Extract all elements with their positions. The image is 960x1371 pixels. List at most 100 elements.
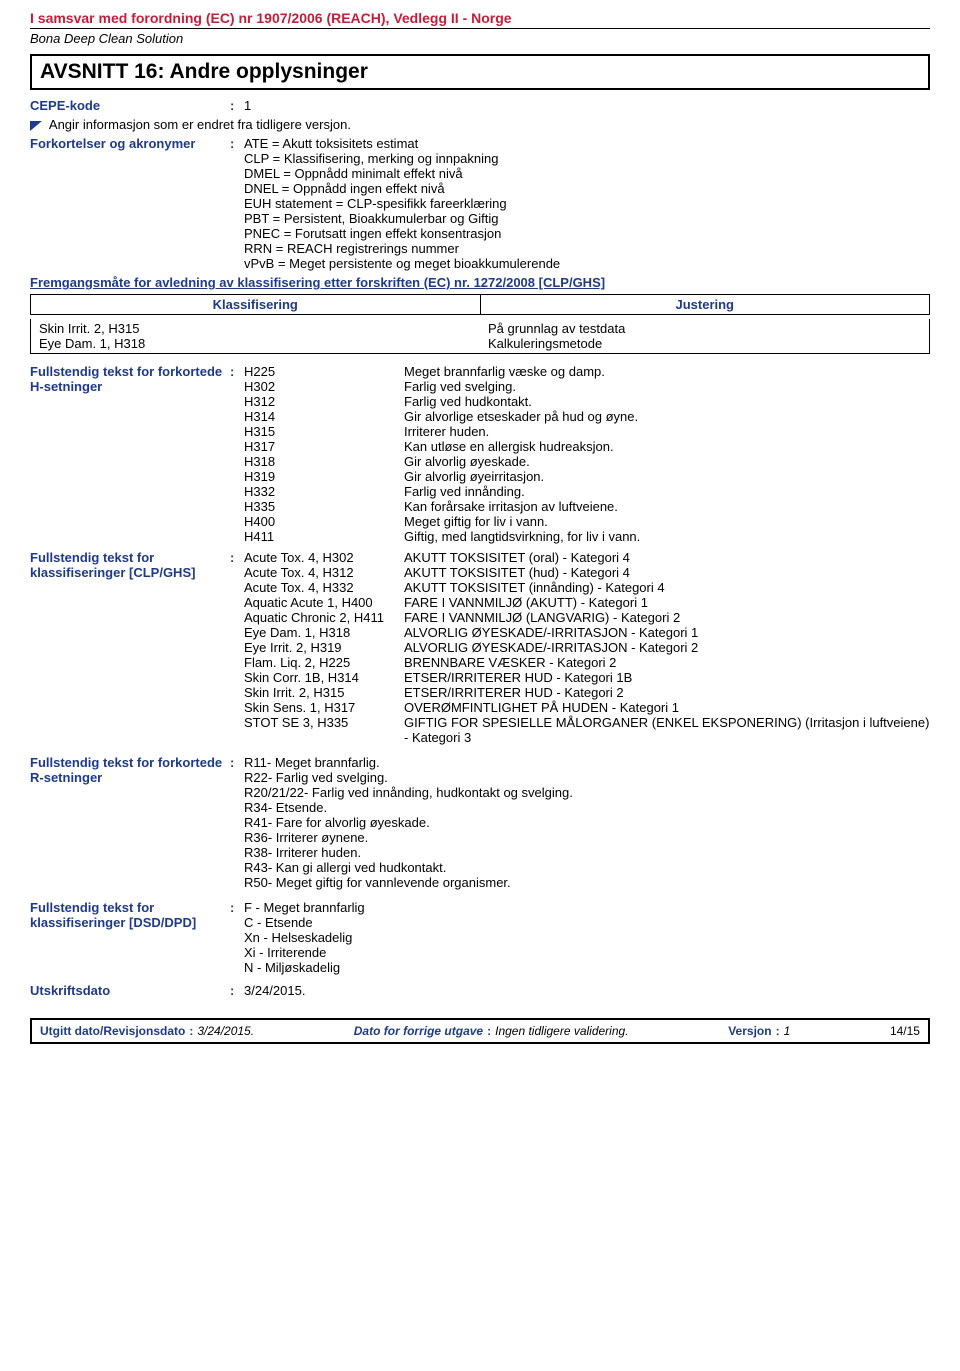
r-line: R38- Irriterer huden. [244,845,930,860]
r-line: R20/21/22- Farlig ved innånding, hudkont… [244,785,930,800]
footer-issued-value: 3/24/2015. [197,1024,254,1038]
clp-line: Acute Tox. 4, H332AKUTT TOKSISITET (innå… [244,580,930,595]
footer-colon: : [776,1024,780,1038]
clp-code: Eye Dam. 1, H318 [244,625,404,640]
clp-line: Skin Irrit. 2, H315ETSER/IRRITERER HUD -… [244,685,930,700]
acronym-line: PBT = Persistent, Bioakkumulerbar og Gif… [244,211,930,226]
r-line: R50- Meget giftig for vannlevende organi… [244,875,930,890]
h-line: H314Gir alvorlige etseskader på hud og ø… [244,409,930,424]
classification-right: På grunnlag av testdata Kalkuleringsmeto… [480,321,929,351]
hphrases-label: Fullstendig tekst for forkortede H-setni… [30,364,230,394]
h-desc: Irriterer huden. [404,424,930,439]
h-code: H302 [244,379,404,394]
h-desc: Giftig, med langtidsvirkning, for liv i … [404,529,930,544]
footer-prev-label: Dato for forrige utgave [354,1024,483,1038]
h-code: H319 [244,469,404,484]
clp-desc: GIFTIG FOR SPESIELLE MÅLORGANER (ENKEL E… [404,715,930,745]
footer-version: Versjon : 1 [728,1024,790,1038]
h-desc: Gir alvorlige etseskader på hud og øyne. [404,409,930,424]
acronyms-label: Forkortelser og akronymer [30,136,230,151]
flag-icon [30,121,42,131]
printdate-label: Utskriftsdato [30,983,230,998]
clpghs-label: Fullstendig tekst for klassifiseringer [… [30,550,230,580]
h-code: H225 [244,364,404,379]
h-desc: Farlig ved innånding. [404,484,930,499]
h-line: H317Kan utløse en allergisk hudreaksjon. [244,439,930,454]
hphrases-colon: : [230,364,244,379]
footer-page: 14/15 [890,1024,920,1038]
clp-desc: ALVORLIG ØYESKADE/-IRRITASJON - Kategori… [404,640,930,655]
clp-line: Eye Irrit. 2, H319ALVORLIG ØYESKADE/-IRR… [244,640,930,655]
cepe-row: CEPE-kode : 1 [30,98,930,113]
r-line: R36- Irriterer øynene. [244,830,930,845]
h-desc: Meget brannfarlig væske og damp. [404,364,930,379]
acronyms-colon: : [230,136,244,151]
h-desc: Kan forårsake irritasjon av luftveiene. [404,499,930,514]
footer-colon: : [189,1024,193,1038]
clp-code: Aquatic Chronic 2, H411 [244,610,404,625]
dsd-line: Xn - Helseskadelig [244,930,930,945]
r-line: R43- Kan gi allergi ved hudkontakt. [244,860,930,875]
change-note: Angir informasjon som er endret fra tidl… [49,117,351,132]
clp-line: Skin Sens. 1, H317OVERØMFINTLIGHET PÅ HU… [244,700,930,715]
h-line: H332Farlig ved innånding. [244,484,930,499]
acronym-line: EUH statement = CLP-spesifikk fareerklær… [244,196,930,211]
acronym-line: DMEL = Oppnådd minimalt effekt nivå [244,166,930,181]
clp-code: Aquatic Acute 1, H400 [244,595,404,610]
clp-desc: AKUTT TOKSISITET (innånding) - Kategori … [404,580,930,595]
header-regulation: I samsvar med forordning (EC) nr 1907/20… [30,10,930,29]
derivation-label: Fremgangsmåte for avledning av klassifis… [30,275,930,290]
acronyms-value: ATE = Akutt toksisitets estimat CLP = Kl… [244,136,930,271]
r-line: R41- Fare for alvorlig øyeskade. [244,815,930,830]
clp-line: Skin Corr. 1B, H314ETSER/IRRITERER HUD -… [244,670,930,685]
clp-code: Skin Corr. 1B, H314 [244,670,404,685]
acronym-line: RRN = REACH registrerings nummer [244,241,930,256]
dsddpd-colon: : [230,900,244,915]
printdate-value: 3/24/2015. [244,983,930,998]
h-desc: Gir alvorlig øyeirritasjon. [404,469,930,484]
cepe-value: 1 [244,98,930,113]
rphrases-label: Fullstendig tekst for forkortede R-setni… [30,755,230,785]
footer-prev: Dato for forrige utgave : Ingen tidliger… [354,1024,629,1038]
clp-code: Skin Irrit. 2, H315 [244,685,404,700]
section-title: AVSNITT 16: Andre opplysninger [40,60,368,83]
h-code: H400 [244,514,404,529]
clp-code: STOT SE 3, H335 [244,715,404,730]
h-line: H319Gir alvorlig øyeirritasjon. [244,469,930,484]
acronym-line: CLP = Klassifisering, merking og innpakn… [244,151,930,166]
h-desc: Meget giftig for liv i vann. [404,514,930,529]
h-desc: Kan utløse en allergisk hudreaksjon. [404,439,930,454]
dsd-line: F - Meget brannfarlig [244,900,930,915]
clp-desc: OVERØMFINTLIGHET PÅ HUDEN - Kategori 1 [404,700,930,715]
clp-code: Acute Tox. 4, H312 [244,565,404,580]
h-line: H302Farlig ved svelging. [244,379,930,394]
h-line: H318Gir alvorlig øyeskade. [244,454,930,469]
h-desc: Farlig ved svelging. [404,379,930,394]
footer-issued-label: Utgitt dato/Revisjonsdato [40,1024,185,1038]
footer: Utgitt dato/Revisjonsdato : 3/24/2015. D… [30,1018,930,1044]
h-code: H411 [244,529,404,544]
clp-desc: FARE I VANNMILJØ (LANGVARIG) - Kategori … [404,610,930,625]
clp-line: STOT SE 3, H335GIFTIG FOR SPESIELLE MÅLO… [244,715,930,745]
dsddpd-row: Fullstendig tekst for klassifiseringer [… [30,900,930,975]
clp-line: Eye Dam. 1, H318ALVORLIG ØYESKADE/-IRRIT… [244,625,930,640]
clp-line: Aquatic Acute 1, H400FARE I VANNMILJØ (A… [244,595,930,610]
dsddpd-label: Fullstendig tekst for klassifiseringer [… [30,900,230,930]
footer-prev-value: Ingen tidligere validering. [495,1024,628,1038]
classification-header-row: Klassifisering Justering [30,294,930,315]
dsddpd-value: F - Meget brannfarlig C - Etsende Xn - H… [244,900,930,975]
h-line: H411Giftig, med langtidsvirkning, for li… [244,529,930,544]
clp-desc: AKUTT TOKSISITET (oral) - Kategori 4 [404,550,930,565]
h-code: H312 [244,394,404,409]
class-row: På grunnlag av testdata [488,321,921,336]
cepe-label: CEPE-kode [30,98,230,113]
class-row: Skin Irrit. 2, H315 [39,321,472,336]
rphrases-row: Fullstendig tekst for forkortede R-setni… [30,755,930,890]
clp-desc: AKUTT TOKSISITET (hud) - Kategori 4 [404,565,930,580]
h-code: H318 [244,454,404,469]
printdate-colon: : [230,983,244,998]
clp-desc: ETSER/IRRITERER HUD - Kategori 2 [404,685,930,700]
hphrases-row: Fullstendig tekst for forkortede H-setni… [30,364,930,544]
footer-colon: : [487,1024,491,1038]
h-line: H335Kan forårsake irritasjon av luftveie… [244,499,930,514]
